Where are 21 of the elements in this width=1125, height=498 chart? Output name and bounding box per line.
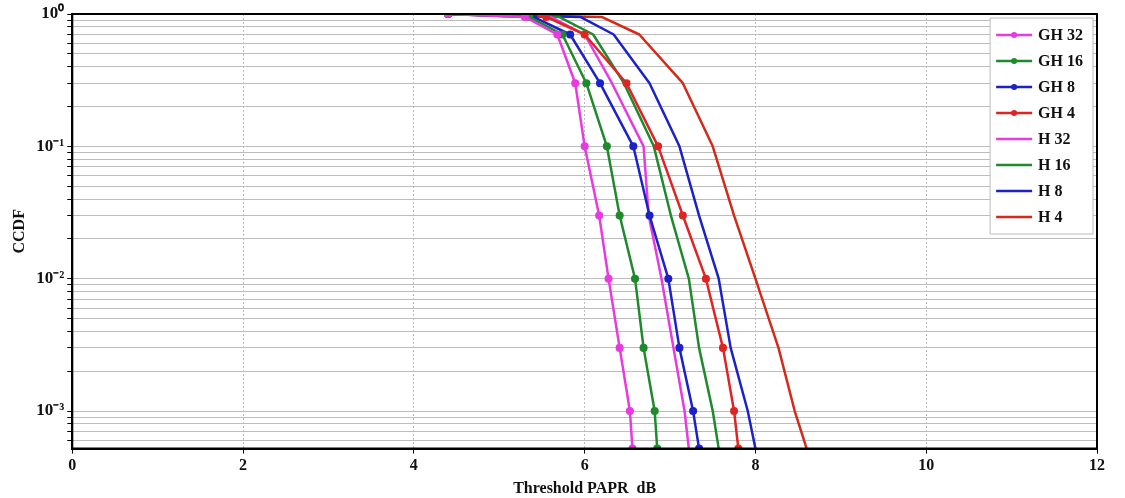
legend-label: GH 16 <box>1038 52 1083 70</box>
legend-label: H 4 <box>1038 208 1063 226</box>
legend-label: H 16 <box>1038 156 1071 174</box>
x-tick-label: 8 <box>751 456 760 474</box>
y-axis-title: CCDF <box>9 208 27 254</box>
y-tick-label: 10⁻² <box>36 268 65 288</box>
legend-label: H 32 <box>1038 130 1071 148</box>
x-tick-label: 12 <box>1089 456 1105 474</box>
x-tick-label: 4 <box>409 456 418 474</box>
x-tick-label: 10 <box>918 456 935 474</box>
x-tick-label: 6 <box>580 456 589 474</box>
y-tick-label: 10⁰ <box>41 3 65 23</box>
y-tick-label: 10⁻³ <box>36 400 65 420</box>
y-tick-label: 10⁻¹ <box>36 135 65 155</box>
x-tick-label: 2 <box>239 456 248 474</box>
legend-label: H 8 <box>1038 182 1063 200</box>
x-tick-label: 0 <box>68 456 77 474</box>
legend-label: GH 32 <box>1038 26 1083 44</box>
x-axis-title: Threshold PAPR dB <box>513 478 657 496</box>
legend-label: GH 4 <box>1038 104 1075 122</box>
legend-label: GH 8 <box>1038 78 1075 96</box>
